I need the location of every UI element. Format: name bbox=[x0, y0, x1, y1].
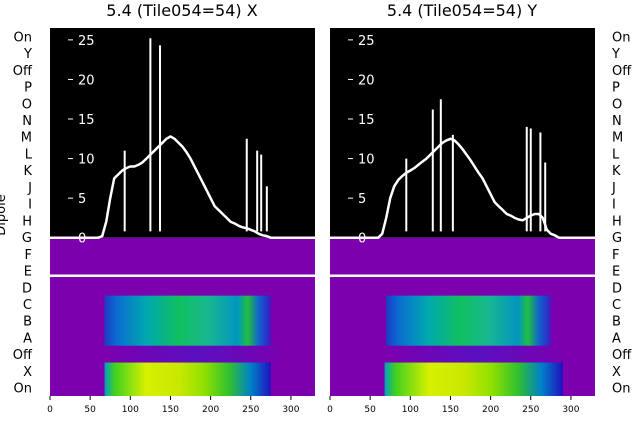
heatmap-cell bbox=[110, 345, 283, 363]
row-label: N bbox=[22, 114, 32, 129]
plot-background-black bbox=[330, 28, 595, 238]
row-label: I bbox=[612, 198, 616, 213]
row-label: E bbox=[24, 265, 32, 280]
y-tick-label: 0 bbox=[358, 232, 366, 247]
x-tick-label: 50 bbox=[364, 405, 376, 415]
row-label: M bbox=[612, 131, 623, 146]
y-tick-label: 20 bbox=[78, 73, 95, 88]
row-label: D bbox=[22, 281, 32, 296]
heatmap-cell bbox=[390, 345, 563, 363]
row-label: Off bbox=[13, 348, 33, 363]
row-label: O bbox=[612, 97, 622, 112]
row-label: P bbox=[612, 81, 620, 96]
x-tick-label: 100 bbox=[122, 405, 139, 415]
x-tick-label: 250 bbox=[522, 405, 539, 415]
row-label: X bbox=[612, 365, 621, 380]
row-label: Off bbox=[612, 348, 632, 363]
row-label: J bbox=[611, 181, 616, 196]
y-tick-label: 15 bbox=[358, 113, 375, 128]
row-label: X bbox=[23, 365, 32, 380]
row-label: L bbox=[612, 147, 620, 162]
panel-y: 5.4 (Tile054=54) Y 0 5 10 15 20 25 On Y Off PONM… bbox=[327, 1, 632, 415]
row-label: Y bbox=[611, 47, 620, 62]
x-ticks: 0 50 100 150 200 250 300 bbox=[327, 396, 580, 415]
heatmap-cell bbox=[104, 362, 271, 396]
heatmap bbox=[104, 295, 283, 396]
row-label: G bbox=[612, 231, 622, 246]
y-tick-label: 20 bbox=[358, 73, 375, 88]
x-tick-label: 150 bbox=[442, 405, 459, 415]
y-tick-label: 15 bbox=[78, 113, 95, 128]
row-label: On bbox=[612, 382, 630, 397]
x-tick-label: 0 bbox=[47, 405, 53, 415]
x-tick-label: 250 bbox=[242, 405, 259, 415]
row-label: E bbox=[612, 265, 620, 280]
row-label: H bbox=[612, 214, 622, 229]
heatmap-cell bbox=[384, 362, 563, 396]
y-tick-label: 5 bbox=[358, 192, 366, 207]
row-label: A bbox=[23, 331, 32, 346]
x-ticks: 0 50 100 150 200 250 300 bbox=[47, 396, 300, 415]
line-layer bbox=[50, 38, 315, 277]
x-tick-label: 200 bbox=[482, 405, 499, 415]
row-label: B bbox=[23, 315, 32, 330]
row-label: F bbox=[25, 248, 32, 263]
row-label: F bbox=[612, 248, 619, 263]
row-label: Off bbox=[13, 64, 33, 79]
y-tick-label: 10 bbox=[78, 153, 95, 168]
row-label: D bbox=[612, 281, 622, 296]
y-tick-label: 25 bbox=[358, 34, 375, 49]
plot-background-black bbox=[50, 28, 315, 238]
row-label: B bbox=[612, 315, 621, 330]
panel-x: 5.4 (Tile054=54) X 0 5 10 15 20 25 On Y Off PONM… bbox=[13, 1, 315, 415]
row-label: I bbox=[28, 198, 32, 213]
row-label: C bbox=[612, 298, 621, 313]
heatmap-cell bbox=[104, 295, 271, 346]
row-label: C bbox=[23, 298, 32, 313]
row-label: On bbox=[14, 382, 32, 397]
row-label: J bbox=[27, 181, 32, 196]
row-label: K bbox=[612, 164, 621, 179]
row-label: On bbox=[14, 30, 32, 45]
row-label: K bbox=[23, 164, 32, 179]
x-tick-label: 150 bbox=[162, 405, 179, 415]
y-ticks: 0 5 10 15 20 25 bbox=[348, 34, 375, 247]
line-layer bbox=[330, 99, 595, 277]
row-label: L bbox=[25, 147, 33, 162]
row-label: A bbox=[612, 331, 621, 346]
y-tick-label: 5 bbox=[78, 192, 86, 207]
heatmap-cell bbox=[386, 295, 551, 346]
row-label: P bbox=[24, 81, 32, 96]
x-tick-label: 300 bbox=[562, 405, 579, 415]
heatmap bbox=[384, 295, 563, 396]
x-tick-label: 200 bbox=[202, 405, 219, 415]
row-label: M bbox=[21, 131, 32, 146]
row-label: G bbox=[22, 231, 32, 246]
x-tick-label: 0 bbox=[327, 405, 333, 415]
y-tick-label: 25 bbox=[78, 34, 95, 49]
y-tick-label: 10 bbox=[358, 153, 375, 168]
y-axis-label: Dipole bbox=[0, 194, 9, 235]
panel-title: 5.4 (Tile054=54) X bbox=[106, 1, 257, 20]
x-tick-label: 100 bbox=[402, 405, 419, 415]
panel-title: 5.4 (Tile054=54) Y bbox=[387, 1, 537, 20]
row-label: N bbox=[612, 114, 622, 129]
x-tick-label: 300 bbox=[282, 405, 299, 415]
row-label: H bbox=[22, 214, 32, 229]
row-label: On bbox=[612, 30, 630, 45]
row-label: Y bbox=[23, 47, 32, 62]
y-tick-label: 0 bbox=[78, 232, 86, 247]
row-label: O bbox=[22, 97, 32, 112]
x-tick-label: 50 bbox=[84, 405, 96, 415]
row-label: Off bbox=[612, 64, 632, 79]
y-ticks: 0 5 10 15 20 25 bbox=[68, 34, 95, 247]
